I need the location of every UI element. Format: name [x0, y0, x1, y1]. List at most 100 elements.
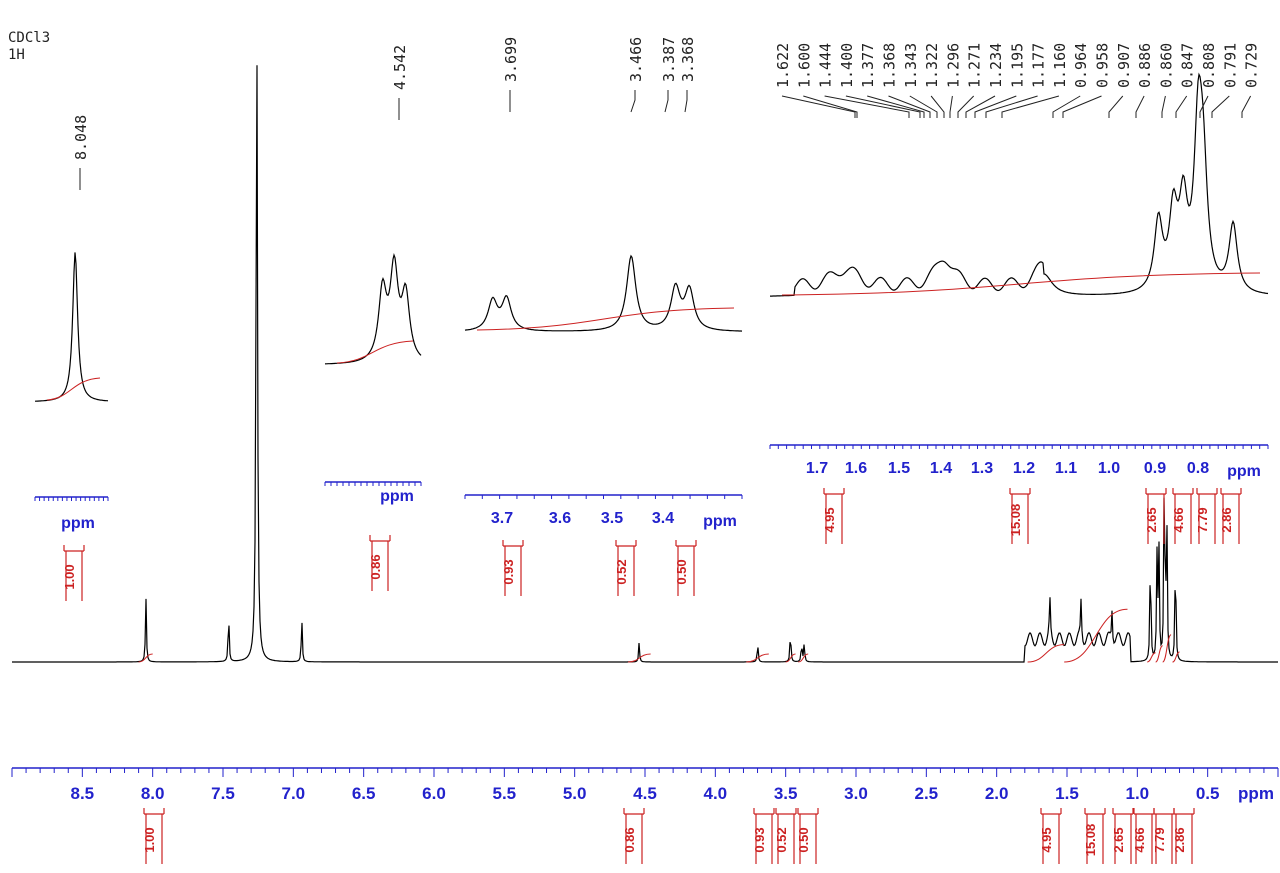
peak-label: 8.048 — [72, 115, 90, 160]
inset-tick-label: 1.0 — [1098, 460, 1120, 477]
integral-curve — [1064, 608, 1128, 663]
inset-integral-curve — [476, 307, 735, 331]
integral-bracket — [675, 540, 697, 547]
peak-label: 1.195 — [1008, 43, 1026, 88]
integral-bracket — [63, 545, 85, 552]
integral-curve — [1172, 651, 1180, 663]
peak-label: 1.343 — [902, 43, 920, 88]
peak-label-leader — [1062, 95, 1102, 118]
peak-label: 0.791 — [1221, 43, 1239, 88]
integral-value: 0.50 — [674, 559, 689, 584]
peak-label-leader — [985, 95, 1038, 118]
peak-label-leader — [803, 95, 858, 118]
peak-label-leader — [949, 95, 953, 118]
peak-label: 1.622 — [774, 43, 792, 88]
inset-tick-label: 1.1 — [1055, 460, 1077, 477]
peak-label-leader — [781, 95, 856, 118]
integral-value: 4.95 — [1039, 827, 1054, 852]
peak-label: 1.296 — [944, 43, 962, 88]
integral-value: 0.86 — [622, 827, 637, 852]
integral-bracket — [1084, 808, 1106, 815]
peak-label: 1.234 — [987, 43, 1005, 88]
integral-curve — [746, 653, 769, 663]
peak-label: 4.542 — [391, 45, 409, 90]
integral-curve — [1162, 634, 1172, 663]
spectrum-trace — [12, 65, 1278, 663]
integral-curve — [1155, 645, 1163, 663]
axis-tick-label: 5.0 — [563, 784, 587, 803]
inset-tick-label: 1.4 — [930, 460, 952, 477]
inset-spectra: ppm 1.00 ppm 0.86 3.7 3.6 3.5 3.4 ppm 0.93 0.52 0.5… — [34, 72, 1269, 601]
peak-label: 1.177 — [1030, 43, 1048, 88]
axis-tick-label: 7.0 — [282, 784, 306, 803]
integral-value: 4.66 — [1132, 827, 1147, 852]
peak-label-leader — [630, 90, 636, 113]
axis-unit-label: ppm — [1238, 784, 1274, 803]
peak-label-leader — [1241, 95, 1252, 118]
peak-label: 1.322 — [923, 43, 941, 88]
peak-label-leader — [1211, 95, 1230, 118]
peak-label: 1.368 — [881, 43, 899, 88]
integral-curve — [785, 653, 796, 663]
integral-value: 0.86 — [368, 554, 383, 579]
peak-label-leader — [1175, 95, 1188, 118]
inset-trace — [464, 254, 743, 332]
axis-tick-label: 4.5 — [633, 784, 657, 803]
integral-bracket — [797, 808, 819, 815]
integral-value: 4.66 — [1171, 507, 1186, 532]
inset-tick-label: 3.6 — [549, 510, 571, 527]
axis-tick-label: 3.5 — [774, 784, 798, 803]
peak-label: 1.160 — [1051, 43, 1069, 88]
integral-labels: 1.00 0.86 0.93 0.52 0.50 4.95 15.08 2.65 4.66 7.7… — [142, 808, 1195, 864]
integral-bracket — [1196, 488, 1218, 495]
integral-curve — [628, 653, 651, 663]
peak-label-leader — [1001, 95, 1060, 118]
integral-value: 0.52 — [774, 827, 789, 852]
integral-bracket — [1153, 808, 1175, 815]
peak-label-leader — [1052, 95, 1081, 118]
peak-label-leader — [1199, 95, 1209, 118]
inset-tick-label: 3.4 — [652, 510, 674, 527]
integral-value: 1.00 — [142, 827, 157, 852]
inset-tick-label: 0.8 — [1187, 460, 1209, 477]
peak-label: 3.368 — [679, 37, 697, 82]
integral-curve — [1027, 644, 1065, 663]
integral-value: 15.08 — [1008, 504, 1023, 537]
peak-label: 3.699 — [502, 37, 520, 82]
axis-tick-label: 3.0 — [844, 784, 868, 803]
inset-trace — [35, 252, 109, 402]
integral-value: 2.86 — [1219, 507, 1234, 532]
peak-label: 1.271 — [966, 43, 984, 88]
integral-bracket — [143, 808, 165, 815]
inset-tick-label: 1.5 — [888, 460, 910, 477]
integral-value: 2.86 — [1172, 827, 1187, 852]
integral-value: 2.65 — [1111, 827, 1126, 852]
integral-bracket — [1133, 808, 1155, 815]
inset-trace — [770, 72, 1269, 297]
integral-value: 1.00 — [62, 564, 77, 589]
peak-label: 1.400 — [838, 43, 856, 88]
peak-label: 0.808 — [1200, 43, 1218, 88]
axis-tick-label: 6.5 — [352, 784, 376, 803]
main-ppm-axis: 8.5 8.0 7.5 7.0 6.5 6.0 5.5 5.0 4.5 4.0 3.5 3.0 2.5 2… — [11, 767, 1279, 803]
integral-bracket — [753, 808, 775, 815]
axis-tick-label: 1.5 — [1055, 784, 1079, 803]
inset-tick-label: 1.7 — [806, 460, 828, 477]
integral-value: 2.65 — [1144, 507, 1159, 532]
axis-tick-label: 0.5 — [1196, 784, 1220, 803]
axis-tick-label: 2.0 — [985, 784, 1009, 803]
peak-label-leader — [664, 90, 669, 113]
integral-curve — [138, 653, 153, 663]
axis-tick-label: 5.5 — [493, 784, 517, 803]
integral-bracket — [1172, 488, 1194, 495]
peak-label-leader — [845, 95, 921, 118]
axis-tick-label: 7.5 — [211, 784, 235, 803]
integral-bracket — [775, 808, 797, 815]
integral-bracket — [615, 540, 637, 547]
integral-value: 0.93 — [752, 827, 767, 852]
inset-tick-label: 1.3 — [971, 460, 993, 477]
axis-tick-label: 8.5 — [71, 784, 95, 803]
peak-labels: 8.048 4.542 3.699 3.466 3.387 3.368 1.622 1.600… — [72, 37, 1261, 190]
peak-label-leader — [684, 90, 688, 113]
inset-integral-curve — [46, 377, 101, 401]
